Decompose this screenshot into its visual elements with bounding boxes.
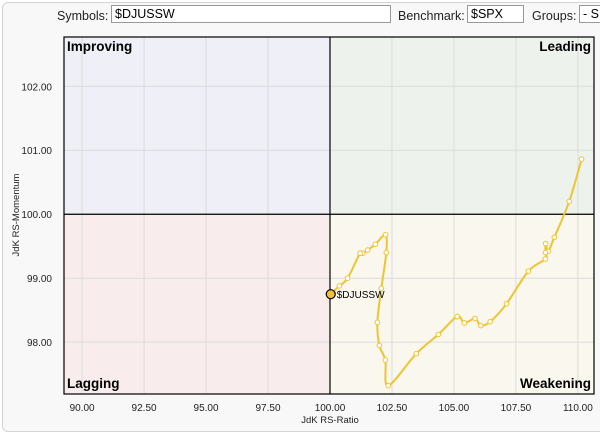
tail-point: [413, 350, 420, 357]
quadrant-label-weakening: Weakening: [520, 376, 591, 391]
quadrant-label-leading: Leading: [539, 39, 591, 54]
tail-point: [376, 342, 383, 349]
tail-point: [374, 319, 381, 326]
x-tick-label: 107.50: [501, 403, 532, 414]
x-tick-label: 100.00: [315, 403, 346, 414]
tail-point: [454, 313, 460, 320]
tail-point: [378, 285, 385, 292]
quadrant-weakening: [329, 214, 594, 394]
x-tick-label: 97.50: [256, 403, 281, 414]
x-tick-label: 102.50: [377, 403, 408, 414]
tail-point: [385, 382, 392, 389]
tail-point: [542, 249, 549, 256]
benchmark-input[interactable]: [467, 5, 524, 23]
tail-point: [336, 283, 343, 289]
quadrant-label-lagging: Lagging: [67, 376, 120, 391]
y-tick-label: 101.00: [21, 146, 52, 157]
groups-select[interactable]: [579, 5, 600, 23]
tail-point: [472, 315, 478, 322]
tail-point: [542, 240, 549, 247]
tail-point: [372, 241, 379, 248]
symbols-label: Symbols:: [57, 9, 109, 23]
y-tick-label: 102.00: [21, 82, 52, 93]
tail-point: [435, 331, 442, 338]
tail-point: [551, 234, 558, 241]
quadrant-improving: [64, 37, 330, 215]
tail-point: [357, 250, 363, 257]
series-label: $DJUSSW: [337, 290, 385, 301]
plot-frame: [63, 36, 595, 395]
tail-point: [487, 318, 493, 325]
x-tick-label: 90.00: [70, 403, 95, 414]
symbols-input[interactable]: [111, 5, 391, 23]
x-tick-label: 105.00: [439, 403, 470, 414]
tail-point: [525, 268, 532, 274]
tail-point: [566, 198, 573, 205]
tail-point: [477, 322, 484, 329]
tail-point: [503, 300, 510, 307]
tail-point: [461, 320, 468, 326]
tail-point: [542, 256, 549, 262]
quadrant-leading: [329, 37, 594, 215]
x-axis-label: JdK RS-Ratio: [301, 415, 359, 426]
quadrant-lagging: [64, 214, 330, 394]
groups-label: Groups:: [532, 9, 577, 23]
head-point: [325, 289, 336, 300]
quadrant-label-improving: Improving: [67, 39, 132, 54]
tail-point: [383, 249, 390, 256]
y-tick-label: 99.00: [27, 274, 52, 285]
x-tick-label: 95.00: [194, 403, 219, 414]
x-tick-label: 92.50: [132, 403, 157, 414]
tail-point: [364, 247, 371, 253]
tail-point: [382, 231, 389, 238]
y-tick-label: 98.00: [27, 338, 52, 349]
tail-point: [382, 357, 389, 363]
tail-point: [344, 275, 351, 281]
x-tick-label: 110.00: [563, 403, 593, 414]
benchmark-label: Benchmark:: [398, 9, 465, 23]
y-axis-label: JdK RS-Momentum: [11, 173, 22, 256]
y-tick-label: 100.00: [21, 210, 52, 221]
tail-point: [578, 156, 585, 162]
